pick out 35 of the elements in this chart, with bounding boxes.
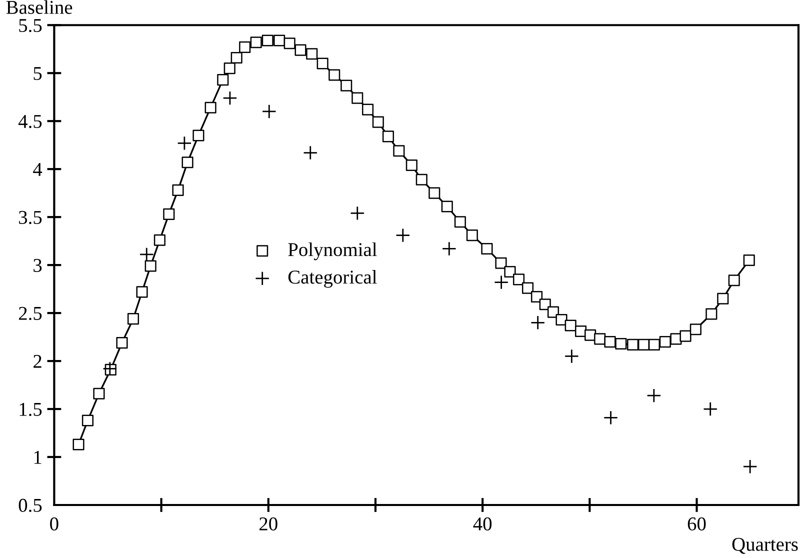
point — [262, 104, 276, 119]
y-tick-label: 4.5 — [18, 115, 42, 128]
y-tick-label: 4 — [33, 163, 42, 176]
y-tick-label: 3 — [34, 258, 42, 272]
x-tick-label: 60 — [688, 517, 706, 530]
point — [396, 228, 410, 243]
x-tick-label: 40 — [473, 517, 492, 530]
x-axis-title: Quarters — [732, 538, 798, 554]
y-tick-label: 1.5 — [20, 402, 42, 416]
point — [603, 410, 618, 425]
point — [442, 241, 456, 256]
point — [303, 145, 318, 160]
y-tick-label: 3.5 — [19, 210, 42, 224]
x-tick-label: 20 — [260, 517, 278, 530]
point — [350, 206, 365, 221]
point — [177, 136, 192, 150]
legend-label: Polynomial — [288, 242, 377, 260]
y-tick-label: 5 — [34, 67, 42, 80]
y-tick-label: 0.5 — [18, 498, 42, 512]
point — [494, 275, 509, 290]
legend-label: Categorical — [288, 270, 377, 288]
y-tick-label: 1 — [34, 450, 42, 464]
y-tick-label: 2.5 — [18, 306, 42, 320]
point — [530, 315, 546, 330]
y-tick-label: 5.5 — [19, 19, 42, 32]
y-axis-title: Baseline — [6, 0, 72, 14]
point — [742, 459, 758, 474]
x-tick-label: 0 — [50, 517, 58, 530]
point — [102, 361, 118, 376]
point — [222, 90, 238, 106]
point — [139, 247, 154, 262]
y-tick-label: 2 — [34, 354, 42, 368]
point — [564, 348, 579, 364]
point — [703, 402, 718, 416]
point — [646, 388, 662, 403]
